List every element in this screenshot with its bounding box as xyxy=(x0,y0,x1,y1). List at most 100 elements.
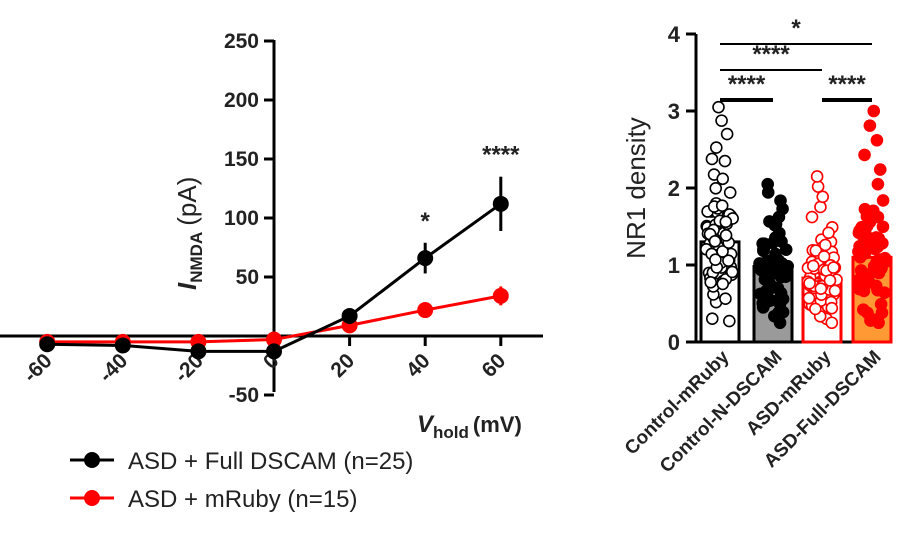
cell-point xyxy=(709,181,723,195)
series-layer xyxy=(39,176,509,360)
cell-point xyxy=(779,270,793,284)
cell-point xyxy=(716,277,730,291)
bar-group-3 xyxy=(851,104,893,344)
cell-point xyxy=(719,229,733,242)
cell-point xyxy=(718,154,732,168)
comparison-label: **** xyxy=(828,71,866,98)
cell-point xyxy=(852,245,865,258)
cell-point xyxy=(809,244,823,257)
cell-point xyxy=(712,100,725,114)
legend-item-mruby: ASD + mRuby (n=15) xyxy=(70,486,357,513)
cell-point xyxy=(723,314,736,328)
bars-layer xyxy=(699,100,893,344)
data-point xyxy=(266,331,282,348)
bar-y-tick-label: 1 xyxy=(668,253,680,278)
cell-point xyxy=(716,172,730,186)
cell-point xyxy=(773,316,787,330)
cell-point xyxy=(866,232,879,246)
y-tick-label: -50 xyxy=(229,384,259,407)
legend-label-full-dscam: ASD + Full DSCAM (n=25) xyxy=(128,448,413,475)
cell-point xyxy=(879,255,893,268)
cell-point xyxy=(828,284,842,298)
cell-point xyxy=(774,194,787,207)
data-point xyxy=(341,307,358,324)
bar-y-tick-label: 3 xyxy=(668,99,680,124)
bar-group-1 xyxy=(752,177,795,344)
cell-point xyxy=(709,141,723,154)
cell-point xyxy=(814,200,827,214)
cell-point xyxy=(814,282,828,296)
x-tick-label: 40 xyxy=(402,349,435,382)
cell-point xyxy=(715,199,729,212)
annotations-layer: ***** xyxy=(421,142,521,235)
cell-point xyxy=(767,255,781,269)
comparison-label: **** xyxy=(752,41,790,68)
data-point xyxy=(492,287,509,304)
bar-group-2 xyxy=(801,170,843,344)
significance-label: **** xyxy=(482,142,520,169)
significance-label: * xyxy=(421,208,431,235)
bar-category-labels: Control-mRubyControl-N-DSCAMASD-mRubyASD… xyxy=(621,346,886,477)
cell-point xyxy=(864,314,877,327)
cell-point xyxy=(817,250,831,263)
cell-point xyxy=(873,163,887,176)
cell-point xyxy=(819,238,832,252)
x-tick-label: -60 xyxy=(19,349,57,387)
bar-y-axis-label: NR1 density xyxy=(621,117,651,259)
cell-point xyxy=(806,259,820,273)
cell-point xyxy=(705,152,719,166)
x-tick-label: -40 xyxy=(95,349,133,387)
cell-point xyxy=(715,114,728,127)
category-label: ASD-mRuby xyxy=(742,346,836,440)
y-tick-label: 100 xyxy=(224,207,259,230)
x-tick-label: 20 xyxy=(326,349,359,382)
cell-point xyxy=(860,210,874,223)
comparison-label: * xyxy=(791,15,801,42)
series-0 xyxy=(39,176,509,360)
cell-point xyxy=(709,253,722,267)
cell-point xyxy=(857,303,870,316)
legend-marker-mruby xyxy=(84,490,100,506)
cell-point xyxy=(863,267,877,281)
cell-point xyxy=(725,265,739,279)
bar-y-tick-label: 2 xyxy=(668,176,680,201)
cell-point xyxy=(825,301,839,315)
data-point xyxy=(114,337,131,354)
cell-point xyxy=(705,312,719,325)
cell-point xyxy=(779,243,793,256)
legend-label-mruby: ASD + mRuby (n=15) xyxy=(128,486,357,513)
cell-point xyxy=(816,190,830,204)
cell-point xyxy=(870,133,884,147)
cell-point xyxy=(766,280,780,294)
cell-point xyxy=(781,259,795,273)
cell-point xyxy=(719,292,732,306)
cell-point xyxy=(803,276,816,290)
comparison-label: **** xyxy=(728,71,766,98)
cell-point xyxy=(761,177,774,191)
data-point xyxy=(266,343,282,360)
cell-point xyxy=(809,302,822,316)
x-axis-label: Vhold (mV) xyxy=(417,411,522,442)
legend: ASD + Full DSCAM (n=25) ASD + mRuby (n=1… xyxy=(70,448,413,513)
legend-item-full-dscam: ASD + Full DSCAM (n=25) xyxy=(70,448,413,475)
cell-point xyxy=(822,226,835,240)
cell-point xyxy=(876,220,890,234)
cell-point xyxy=(723,186,737,199)
legend-marker-full-dscam xyxy=(84,452,100,468)
cell-point xyxy=(871,177,885,191)
cell-point xyxy=(716,245,729,258)
cell-point xyxy=(827,261,840,274)
bar-group-0 xyxy=(699,100,741,344)
x-tick-label: 60 xyxy=(478,349,511,382)
cell-point xyxy=(869,259,883,273)
bar-y-tick-label: 0 xyxy=(668,330,680,355)
cell-point xyxy=(776,292,790,306)
data-point xyxy=(417,250,434,267)
cell-point xyxy=(874,297,888,311)
cell-point xyxy=(704,276,717,289)
y-tick-label: 250 xyxy=(224,30,259,53)
